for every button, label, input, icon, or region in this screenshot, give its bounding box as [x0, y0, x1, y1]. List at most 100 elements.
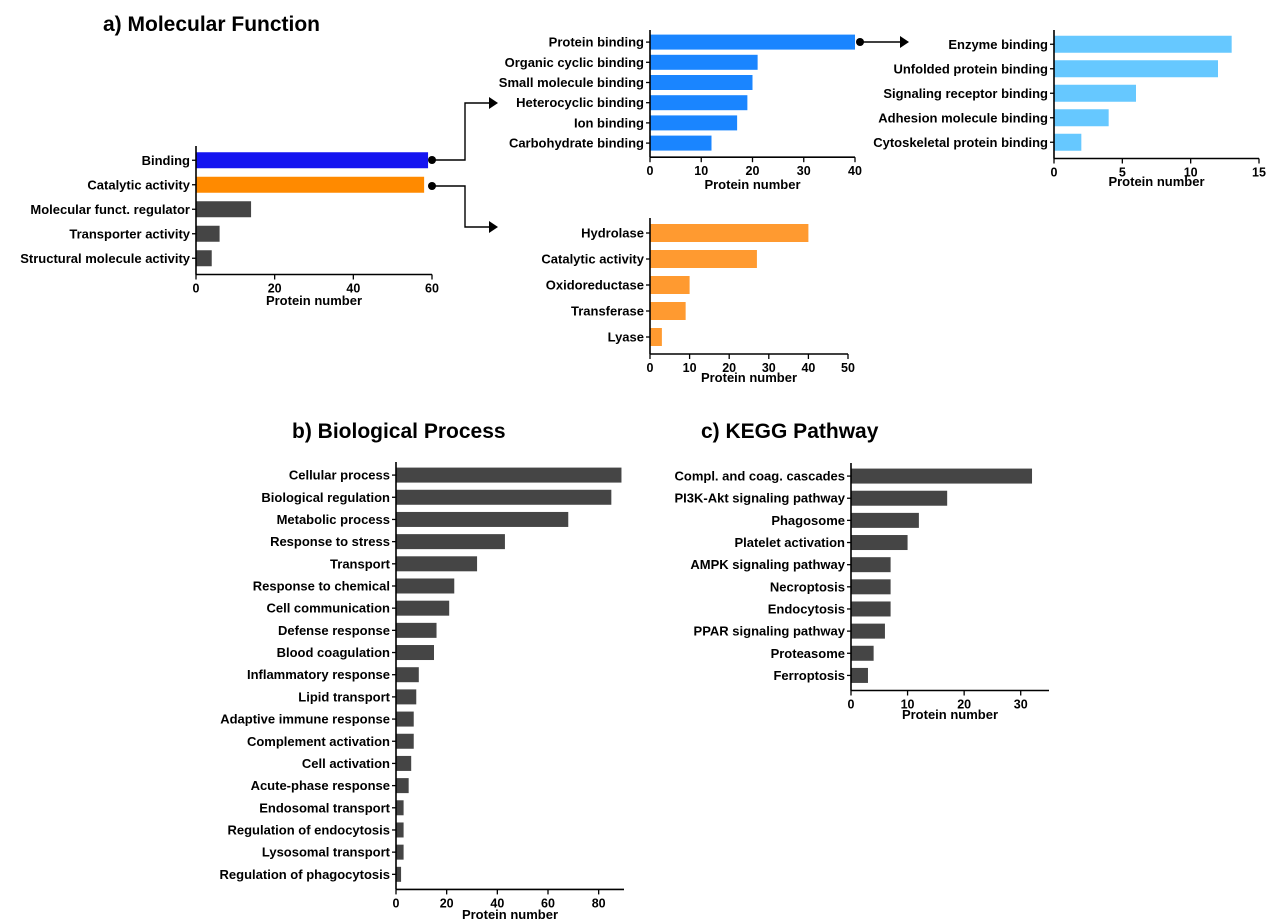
category-label: Metabolic process: [277, 512, 390, 527]
category-label: Molecular funct. regulator: [30, 202, 190, 217]
x-axis-title: Protein number: [701, 370, 797, 385]
x-tick-label: 0: [647, 164, 654, 178]
x-tick-label: 15: [1252, 166, 1266, 180]
category-label: Binding: [142, 153, 190, 168]
x-axis-title: Protein number: [704, 177, 800, 192]
category-label: Blood coagulation: [277, 645, 390, 660]
bar: [396, 866, 402, 882]
category-label: Transport: [330, 556, 391, 571]
bar: [1054, 84, 1136, 102]
x-tick-label: 40: [801, 361, 815, 375]
category-label: Catalytic activity: [541, 252, 644, 267]
category-label: Small molecule binding: [499, 75, 644, 90]
x-tick-label: 30: [1014, 698, 1028, 712]
panel-title-biological-process: b) Biological Process: [292, 420, 506, 443]
chart-bp: Cellular process Biological regulation Met…: [220, 462, 624, 922]
chart-mf-protein-binding: Enzyme binding Unfolded protein binding Si…: [873, 30, 1266, 189]
chart-mf-main: Binding Catalytic activity Molecular funct…: [20, 146, 439, 308]
category-label: Biological regulation: [261, 490, 390, 505]
x-tick-label: 20: [746, 164, 760, 178]
arrowhead-catalytic: [489, 221, 498, 233]
panel-title-kegg-pathway: c) KEGG Pathway: [701, 420, 879, 443]
x-tick-label: 30: [797, 164, 811, 178]
bar: [851, 468, 1033, 484]
bar: [1054, 133, 1082, 151]
bar: [650, 276, 690, 294]
x-tick-label: 10: [683, 361, 697, 375]
x-tick-label: 80: [592, 896, 606, 910]
x-tick-label: 0: [848, 698, 855, 712]
category-label: PPAR signaling pathway: [694, 624, 846, 639]
bar: [396, 755, 412, 771]
category-label: Response to stress: [270, 534, 390, 549]
category-label: Oxidoreductase: [546, 278, 644, 293]
bar: [851, 535, 908, 551]
category-label: Adhesion molecule binding: [878, 110, 1048, 125]
x-tick-label: 20: [268, 282, 282, 296]
category-label: PI3K-Akt signaling pathway: [675, 491, 846, 506]
category-label: Cellular process: [289, 468, 390, 483]
bar: [650, 135, 712, 151]
bar: [196, 225, 220, 242]
category-label: Lysosomal transport: [262, 845, 391, 860]
bar: [851, 512, 919, 528]
category-label: Organic cyclic binding: [505, 55, 644, 70]
bar: [196, 176, 425, 193]
x-tick-label: 60: [425, 282, 439, 296]
category-label: Enzyme binding: [948, 37, 1048, 52]
bar: [851, 667, 868, 683]
panel-title-molecular-function: a) Molecular Function: [103, 13, 320, 36]
bar: [1054, 35, 1232, 53]
x-tick-label: 40: [848, 164, 862, 178]
category-label: Cell activation: [302, 756, 390, 771]
category-label: Inflammatory response: [247, 667, 390, 682]
bar: [396, 578, 455, 594]
category-label: Signaling receptor binding: [883, 86, 1048, 101]
connector-markers: [428, 36, 909, 233]
category-label: Complement activation: [247, 734, 390, 749]
bar: [851, 490, 948, 506]
category-label: Response to chemical: [253, 578, 390, 593]
category-label: Endocytosis: [768, 601, 845, 616]
bar: [851, 601, 891, 617]
bar: [650, 115, 738, 131]
category-label: AMPK signaling pathway: [690, 557, 845, 572]
category-label: Compl. and coag. cascades: [674, 469, 845, 484]
category-label: Regulation of endocytosis: [227, 822, 390, 837]
connector-catalytic: [432, 185, 490, 228]
bar: [650, 95, 748, 111]
bar: [396, 778, 409, 794]
category-label: Transferase: [571, 304, 644, 319]
x-tick-label: 0: [1051, 166, 1058, 180]
bar: [650, 75, 753, 90]
bar: [650, 34, 855, 50]
category-label: Necroptosis: [770, 579, 845, 594]
category-label: Platelet activation: [734, 535, 845, 550]
x-tick-label: 0: [647, 361, 654, 375]
category-label: Protein binding: [549, 35, 644, 50]
category-label: Phagosome: [771, 513, 845, 528]
category-label: Carbohydrate binding: [509, 136, 644, 151]
arrowhead-protein-binding: [900, 36, 909, 48]
bar: [196, 201, 252, 218]
x-tick-label: 10: [901, 698, 915, 712]
category-label: Heterocyclic binding: [516, 95, 644, 110]
x-axis-title: Protein number: [902, 707, 998, 722]
chart-kegg: Compl. and coag. cascades PI3K-Akt signal…: [674, 463, 1049, 722]
bar: [851, 645, 874, 661]
category-label: Defense response: [278, 623, 390, 638]
bar: [650, 302, 686, 320]
x-tick-label: 60: [541, 896, 555, 910]
category-label: Cytoskeletal protein binding: [873, 135, 1048, 150]
bar: [396, 689, 417, 705]
x-tick-label: 20: [722, 361, 736, 375]
x-axis-title: Protein number: [1108, 174, 1204, 189]
category-label: Regulation of phagocytosis: [220, 867, 390, 882]
category-label: Transporter activity: [69, 226, 190, 241]
connector-binding: [432, 102, 490, 161]
bar: [650, 224, 809, 242]
x-tick-label: 40: [490, 896, 504, 910]
bar: [851, 623, 885, 639]
x-axis-title: Protein number: [266, 293, 362, 308]
